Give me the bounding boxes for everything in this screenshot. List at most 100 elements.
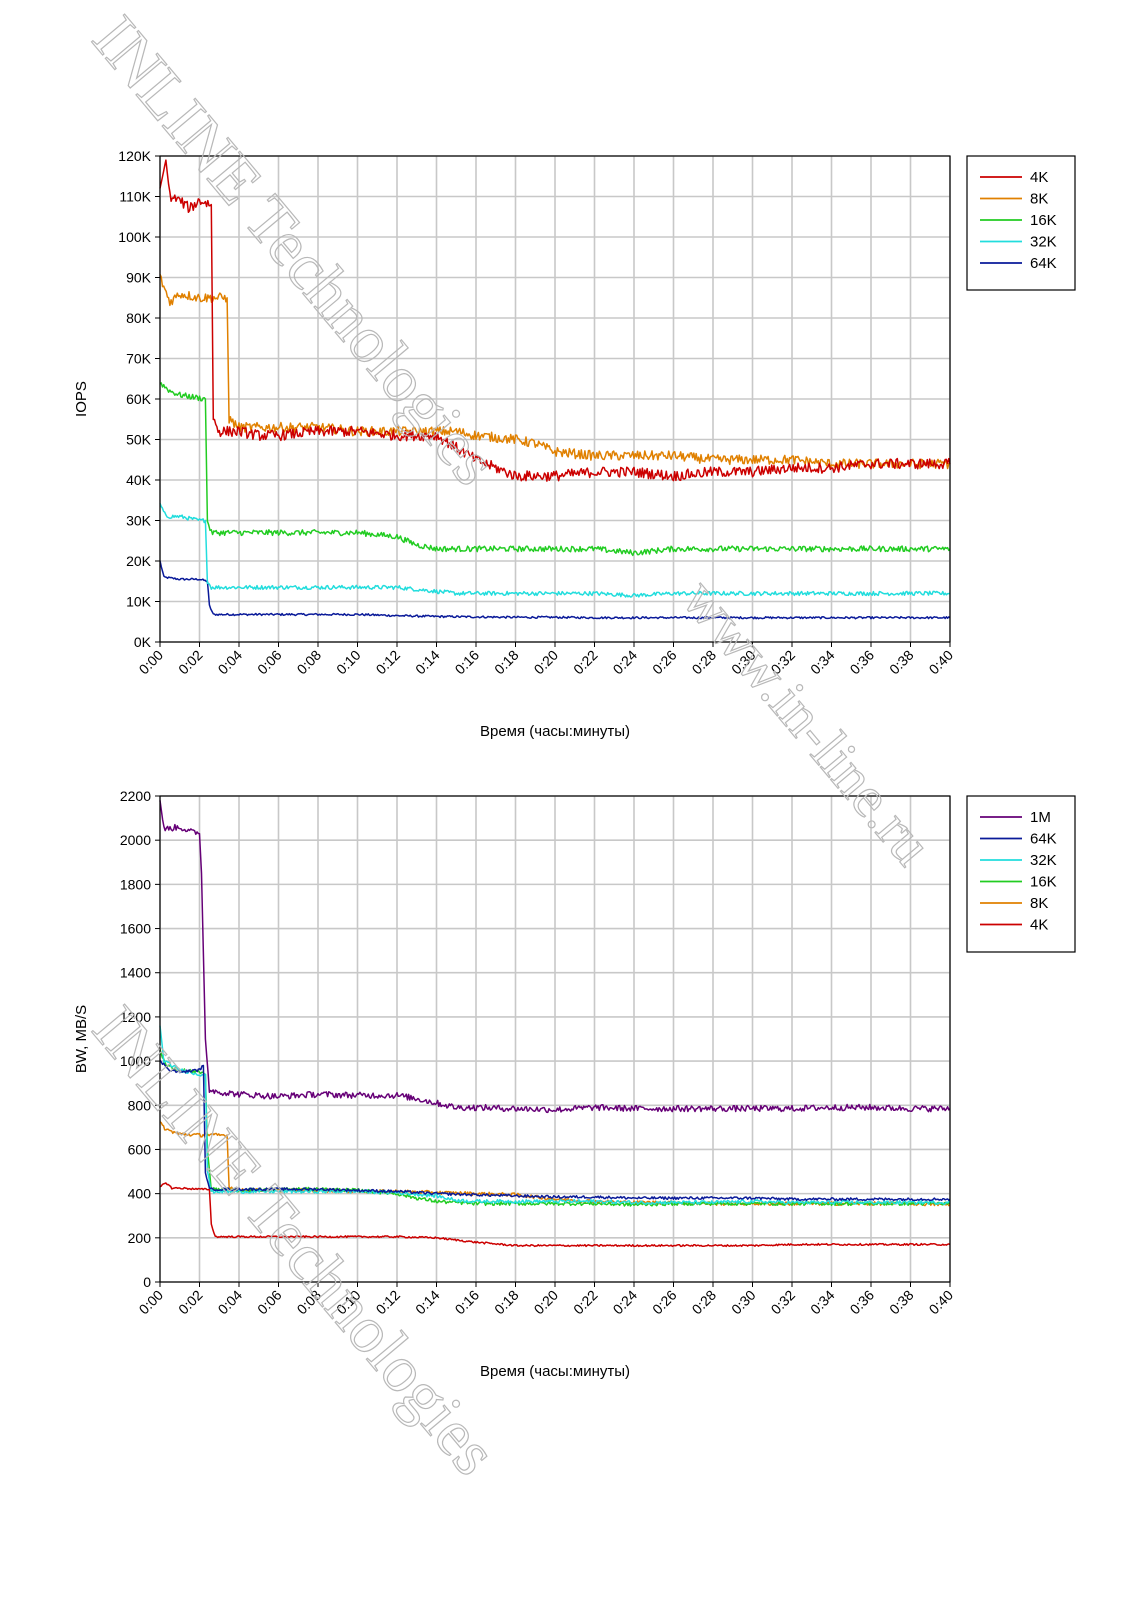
iops-x-tick-label: 0:34	[807, 647, 838, 678]
bw-legend-box	[966, 795, 1076, 953]
bw-x-tick-label: 0:04	[215, 1287, 246, 1318]
iops-x-tick-label: 0:08	[294, 647, 325, 678]
bw-x-tick-label: 0:12	[373, 1287, 404, 1318]
bw-x-tick-label: 0:10	[333, 1287, 364, 1318]
bw-x-tick-label: 0:32	[768, 1287, 799, 1318]
iops-y-tick-label: 100K	[118, 229, 151, 245]
iops-y-tick-label: 50K	[126, 432, 152, 448]
bw-x-tick-label: 0:36	[847, 1287, 878, 1318]
bw-x-tick-label: 0:34	[807, 1287, 838, 1318]
bw-y-tick-label: 400	[128, 1186, 152, 1202]
bw-series-line-64k	[159, 1059, 951, 1202]
iops-y-tick-label: 80K	[126, 310, 152, 326]
bw-x-tick-label: 0:40	[926, 1287, 957, 1318]
iops-x-tick-label: 0:12	[373, 647, 404, 678]
iops-plot-area	[159, 155, 951, 643]
bw-x-tick-label: 0:38	[886, 1287, 917, 1318]
bw-legend-label: 1M	[1030, 809, 1051, 826]
iops-y-tick-label: 20K	[126, 553, 152, 569]
iops-legend-label: 32K	[1030, 234, 1057, 251]
iops-series-line-8k	[159, 273, 950, 470]
bw-x-tick-label: 0:14	[412, 1287, 443, 1318]
iops-y-axis-label: IOPS	[73, 381, 90, 417]
iops-x-tick-label: 0:26	[649, 647, 680, 678]
bw-legend-label: 8K	[1030, 895, 1048, 912]
iops-x-tick-label: 0:36	[847, 647, 878, 678]
iops-x-tick-label: 0:18	[491, 647, 522, 678]
bw-legend: 1M 64K 32K 16K 8K 4K	[966, 795, 1076, 953]
bw-series	[159, 800, 951, 1248]
iops-legend-label: 4K	[1030, 169, 1048, 186]
iops-legend-label: 16K	[1030, 212, 1057, 229]
bw-x-tick-label: 0:22	[570, 1287, 601, 1318]
bw-x-tick-label: 0:06	[254, 1287, 285, 1318]
iops-x-tick-label: 0:00	[136, 647, 167, 678]
iops-x-tick-label: 0:38	[886, 647, 917, 678]
bw-y-tick-labels: 0 200 400 600 800 1000 1200 1400 1600 1800 2000 220…	[120, 788, 160, 1290]
bandwidth-chart: 0 200 400 600 800 1000 1200 1400 1600 1800 2000 220…	[73, 788, 1076, 1380]
bw-legend-label: 4K	[1030, 917, 1048, 934]
iops-legend-box	[966, 155, 1076, 291]
bw-y-tick-label: 800	[128, 1097, 152, 1113]
bw-x-tick-label: 0:16	[452, 1287, 483, 1318]
iops-x-tick-label: 0:40	[926, 647, 957, 678]
iops-y-tick-label: 110K	[119, 189, 151, 205]
bw-x-tick-label: 0:18	[491, 1287, 522, 1318]
iops-y-tick-label: 30K	[126, 513, 152, 529]
bw-x-tick-label: 0:24	[610, 1287, 641, 1318]
iops-series-line-16k	[159, 382, 951, 557]
bw-plot-area	[159, 795, 951, 1283]
bw-y-tick-label: 600	[128, 1141, 152, 1157]
iops-x-tick-label: 0:10	[333, 647, 364, 678]
bw-gridlines	[159, 795, 951, 1283]
bw-x-tick-label: 0:02	[175, 1287, 206, 1318]
bw-x-tick-label: 0:26	[649, 1287, 680, 1318]
bw-y-tick-label: 0	[143, 1274, 151, 1290]
iops-series-line-4k	[159, 159, 951, 482]
iops-x-axis-label: Время (часы:минуты)	[480, 723, 630, 740]
bw-y-tick-label: 1800	[120, 876, 151, 892]
bw-legend-label: 32K	[1030, 852, 1057, 869]
iops-y-tick-label: 0K	[134, 634, 152, 650]
iops-x-tick-label: 0:16	[452, 647, 483, 678]
bw-x-tick-label: 0:20	[531, 1287, 562, 1318]
iops-x-tick-label: 0:28	[689, 647, 720, 678]
iops-chart: 0K 10K 20K 30K 40K 50K 60K 70K 80K 90K 100K 110K 120…	[73, 148, 1076, 740]
bw-y-axis-label: BW, MB/S	[73, 1005, 90, 1073]
iops-x-tick-label: 0:06	[254, 647, 285, 678]
bw-y-tick-label: 1600	[120, 921, 151, 937]
bw-series-line-4k	[159, 1182, 951, 1248]
iops-series-line-32k	[159, 503, 951, 598]
bw-y-tick-label: 1400	[120, 965, 151, 981]
bw-x-tick-label: 0:28	[689, 1287, 720, 1318]
bw-y-tick-label: 2000	[120, 832, 151, 848]
bw-y-tick-label: 1000	[120, 1053, 151, 1069]
bw-y-tick-label: 200	[128, 1230, 152, 1246]
bw-legend-label: 16K	[1030, 874, 1057, 891]
bw-y-tick-label: 1200	[120, 1009, 151, 1025]
iops-legend-label: 8K	[1030, 191, 1048, 208]
iops-legend-label: 64K	[1030, 255, 1057, 272]
iops-x-tick-label: 0:02	[175, 647, 206, 678]
iops-x-tick-label: 0:32	[768, 647, 799, 678]
iops-y-tick-label: 90K	[126, 270, 152, 286]
iops-y-tick-labels: 0K 10K 20K 30K 40K 50K 60K 70K 80K 90K 100K 110K 120…	[118, 148, 160, 650]
bw-series-line-1m	[159, 800, 951, 1114]
iops-y-tick-label: 60K	[126, 391, 152, 407]
iops-x-tick-label: 0:14	[412, 647, 443, 678]
iops-x-tick-label: 0:04	[215, 647, 246, 678]
bw-x-tick-labels: 0:00 0:02 0:04 0:06 0:08 0:10 0:12 0:14 0:16 0:18…	[136, 1282, 957, 1318]
iops-y-tick-label: 10K	[126, 594, 152, 610]
bw-x-axis-label: Время (часы:минуты)	[480, 1363, 630, 1380]
iops-y-tick-label: 120K	[118, 148, 151, 164]
iops-series	[159, 159, 951, 620]
iops-x-tick-label: 0:24	[610, 647, 641, 678]
iops-gridlines	[159, 155, 951, 643]
iops-y-tick-label: 70K	[126, 351, 152, 367]
bw-series-line-32k	[159, 1025, 951, 1205]
bw-x-tick-label: 0:30	[728, 1287, 759, 1318]
iops-x-tick-label: 0:30	[728, 647, 759, 678]
bw-x-tick-label: 0:08	[294, 1287, 325, 1318]
iops-series-line-64k	[159, 560, 951, 620]
iops-x-tick-label: 0:22	[570, 647, 601, 678]
